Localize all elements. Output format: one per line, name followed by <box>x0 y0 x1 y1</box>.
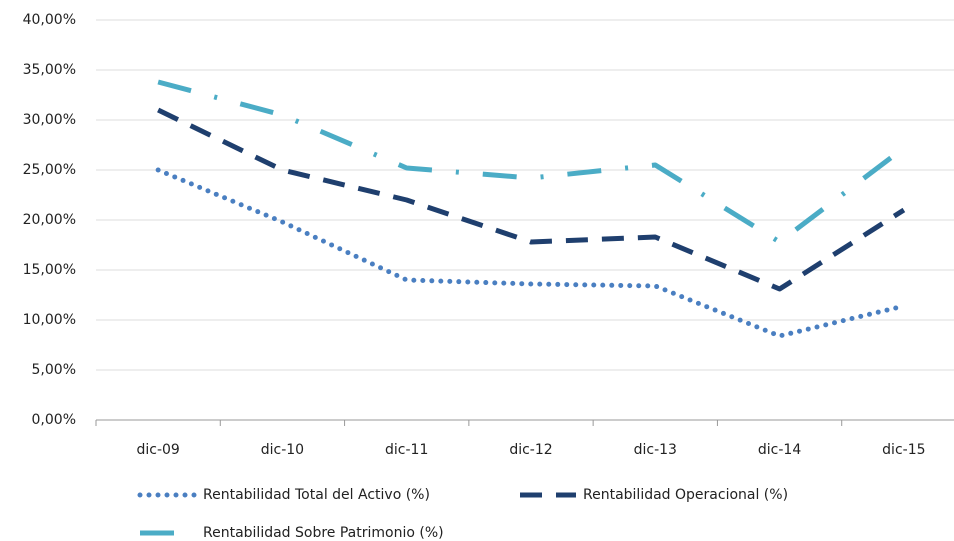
y-tick-label: 20,00% <box>23 212 76 228</box>
legend-label: Rentabilidad Total del Activo (%) <box>203 487 430 503</box>
y-tick-label: 25,00% <box>23 162 76 178</box>
x-tick-label: dic-10 <box>261 442 304 458</box>
legend-label: Rentabilidad Sobre Patrimonio (%) <box>203 525 444 541</box>
y-tick-label: 30,00% <box>23 112 76 128</box>
y-tick-label: 10,00% <box>23 312 76 328</box>
x-tick-label: dic-11 <box>385 442 428 458</box>
y-tick-label: 0,00% <box>32 412 76 428</box>
y-tick-label: 40,00% <box>23 12 76 28</box>
x-tick-label: dic-12 <box>509 442 552 458</box>
x-tick-label: dic-09 <box>136 442 179 458</box>
x-tick-label: dic-13 <box>634 442 677 458</box>
y-tick-label: 35,00% <box>23 62 76 78</box>
legend-label: Rentabilidad Operacional (%) <box>583 487 788 503</box>
series-line <box>155 167 907 339</box>
y-tick-label: 15,00% <box>23 262 76 278</box>
x-tick-label: dic-15 <box>882 442 925 458</box>
series-line <box>157 107 906 292</box>
y-tick-label: 5,00% <box>32 362 76 378</box>
x-tick-label: dic-14 <box>758 442 801 458</box>
